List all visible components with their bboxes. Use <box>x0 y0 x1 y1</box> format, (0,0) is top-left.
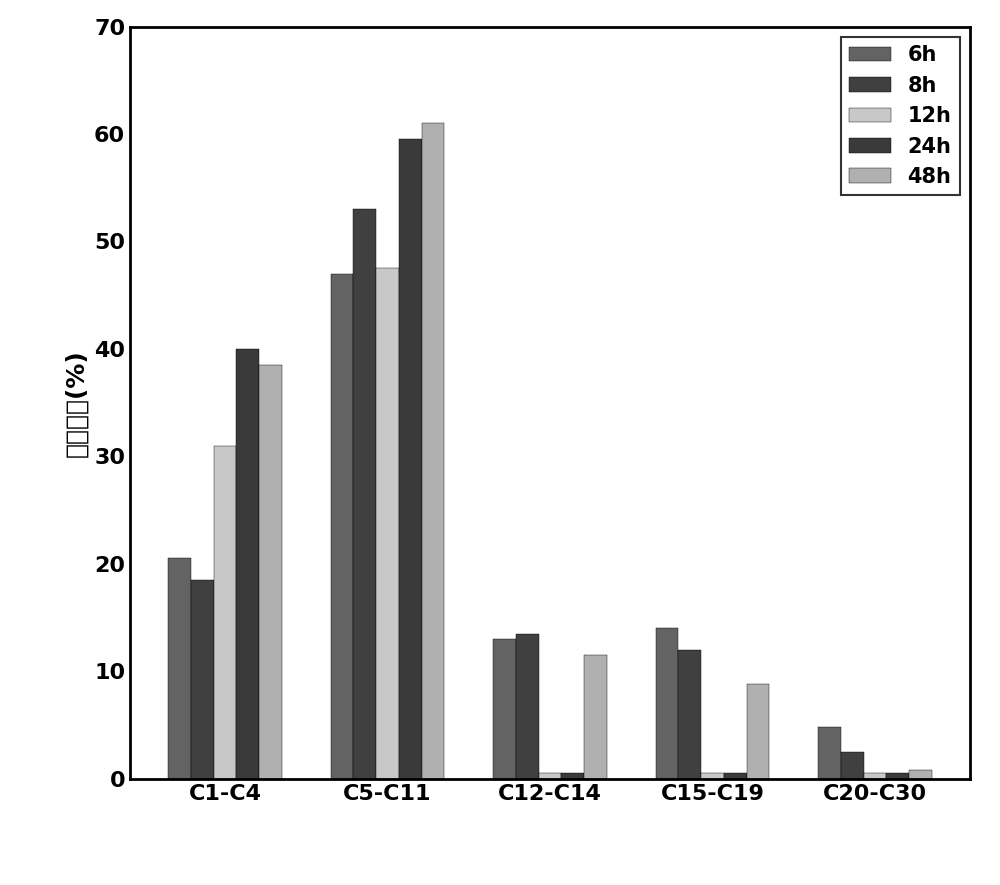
Bar <box>376 268 399 779</box>
Bar <box>561 773 584 779</box>
Bar <box>353 209 376 779</box>
Bar <box>818 727 841 779</box>
Bar <box>886 773 909 779</box>
Bar <box>678 650 701 779</box>
Legend: 6h, 8h, 12h, 24h, 48h: 6h, 8h, 12h, 24h, 48h <box>841 37 960 196</box>
Y-axis label: 产物分布(%): 产物分布(%) <box>64 349 88 457</box>
Bar <box>656 628 678 779</box>
Bar <box>724 773 747 779</box>
Bar <box>259 365 282 779</box>
Bar <box>747 684 769 779</box>
Bar <box>909 770 932 779</box>
Bar <box>399 139 422 779</box>
Bar <box>539 773 561 779</box>
Bar <box>214 446 236 779</box>
Bar <box>236 349 259 779</box>
Bar <box>331 273 353 779</box>
Bar <box>191 580 214 779</box>
Bar <box>422 123 444 779</box>
Bar <box>841 752 864 779</box>
Bar <box>493 639 516 779</box>
Bar <box>864 773 886 779</box>
Bar <box>584 655 607 779</box>
Bar <box>516 634 539 779</box>
Bar <box>168 558 191 779</box>
Bar <box>701 773 724 779</box>
